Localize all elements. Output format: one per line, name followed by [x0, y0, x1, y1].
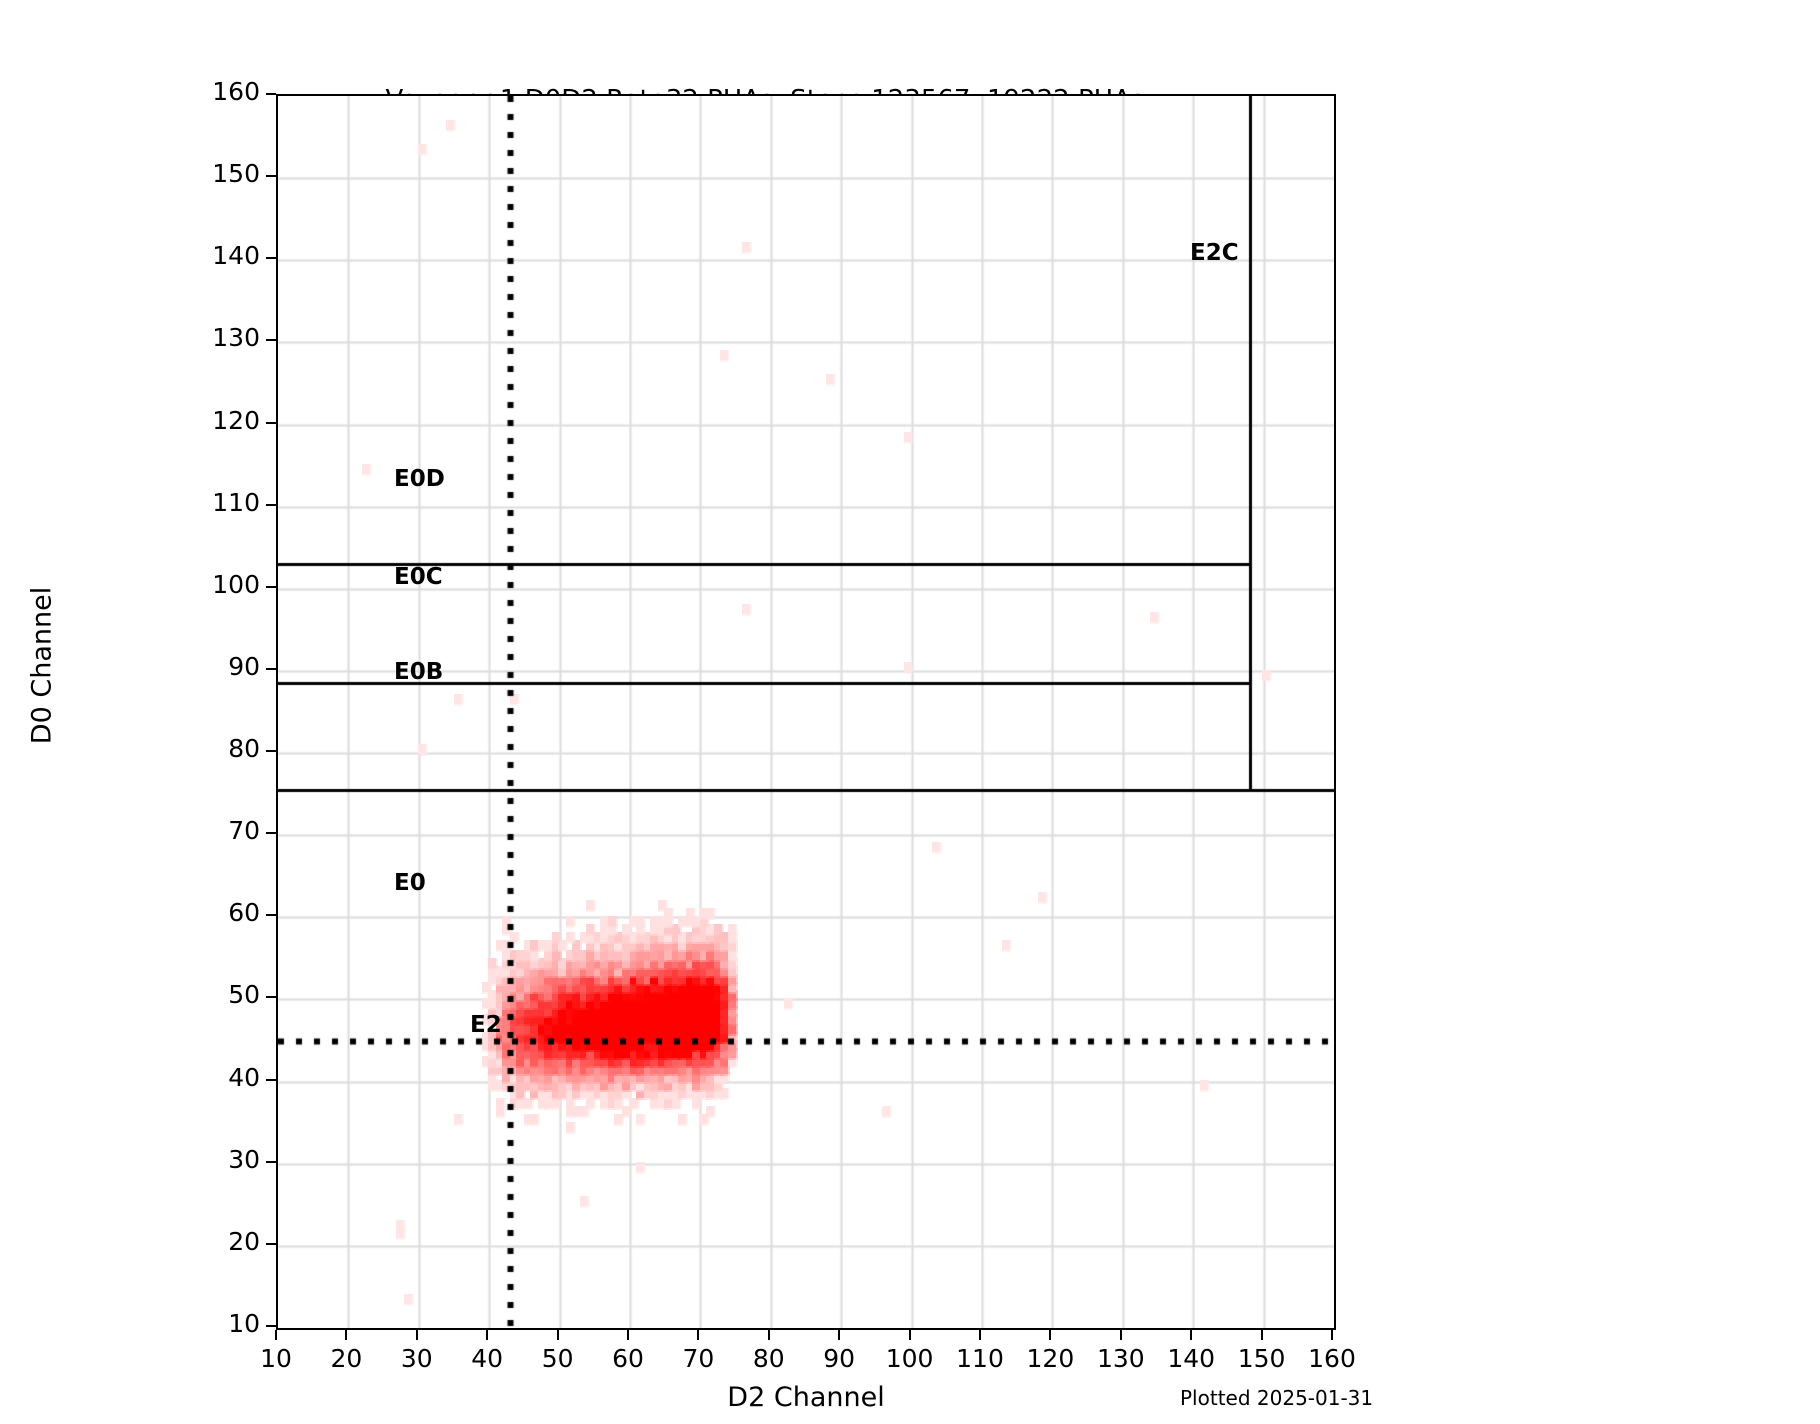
region-label-e2c: E2C [1190, 240, 1239, 266]
y-tick-label: 50 [228, 980, 260, 1010]
y-tick-label: 40 [228, 1062, 260, 1092]
boundary-lines-layer [278, 96, 1334, 1328]
y-tick-label: 10 [228, 1309, 260, 1338]
x-tick-mark [838, 1330, 841, 1340]
y-tick-label: 80 [228, 734, 260, 764]
y-tick-label: 70 [228, 816, 260, 846]
y-tick-label: 120 [212, 405, 260, 435]
x-tick-label: 10 [260, 1344, 292, 1373]
y-tick-mark [266, 257, 276, 260]
y-axis-label: D0 Channel [26, 586, 58, 745]
y-tick-label: 130 [212, 323, 260, 353]
x-tick-label: 40 [471, 1344, 504, 1373]
x-tick-mark [486, 1330, 489, 1340]
y-tick-label: 20 [228, 1226, 260, 1256]
x-tick-label: 50 [541, 1344, 574, 1373]
x-tick-mark [275, 1330, 277, 1340]
y-tick-label: 160 [212, 77, 260, 106]
y-tick-mark [266, 914, 276, 917]
y-tick-label: 110 [212, 487, 260, 517]
x-tick-mark [979, 1330, 981, 1340]
plotted-date-note: Plotted 2025-01-31 [1180, 1386, 1374, 1410]
y-tick-mark [266, 1325, 276, 1327]
x-tick-label: 120 [1026, 1344, 1075, 1373]
y-tick-mark [266, 667, 276, 670]
x-tick-mark [908, 1330, 911, 1340]
x-tick-mark [345, 1330, 348, 1340]
x-tick-label: 90 [823, 1344, 856, 1373]
y-tick-mark [266, 996, 276, 999]
x-tick-mark [1049, 1330, 1052, 1340]
x-tick-mark [697, 1330, 700, 1340]
y-tick-label: 150 [212, 159, 260, 189]
x-tick-label: 70 [682, 1344, 715, 1373]
x-tick-mark [627, 1330, 629, 1340]
x-axis-label: D2 Channel [727, 1382, 885, 1413]
region-label-e0: E0 [394, 870, 426, 896]
x-tick-mark [556, 1330, 559, 1340]
x-tick-label: 160 [1308, 1344, 1356, 1373]
plot-area[interactable] [276, 94, 1336, 1330]
y-tick-mark [266, 93, 276, 95]
x-tick-label-group: 10 20 30 40 50 60 70 80 90 100 110 120 130 140 150 160 [0, 1344, 1820, 1384]
x-tick-label: 30 [400, 1344, 433, 1373]
y-tick-label-group: 10 20 30 40 50 60 70 80 90 100 110 120 130 140 150 160 [180, 0, 260, 1424]
y-tick-mark [266, 339, 276, 342]
region-label-e0b: E0B [394, 659, 444, 685]
y-tick-label: 60 [228, 898, 260, 928]
x-tick-mark [1119, 1330, 1122, 1340]
y-tick-label: 140 [212, 241, 260, 271]
x-tick-label: 20 [330, 1344, 363, 1373]
y-tick-label: 90 [228, 651, 260, 681]
x-tick-mark [1260, 1330, 1263, 1340]
x-tick-mark [415, 1330, 418, 1340]
y-tick-mark [266, 585, 276, 588]
x-tick-label: 150 [1237, 1344, 1286, 1373]
x-tick-label: 100 [885, 1344, 934, 1373]
y-tick-mark [266, 1160, 276, 1163]
y-tick-mark [266, 1242, 276, 1245]
y-tick-mark [266, 1078, 276, 1081]
x-tick-mark [767, 1330, 770, 1340]
x-tick-mark [1331, 1330, 1333, 1340]
region-label-e0d: E0D [394, 466, 445, 492]
region-label-e0c: E0C [394, 564, 443, 590]
y-tick-mark [266, 503, 276, 506]
y-tick-mark [266, 750, 276, 753]
x-tick-label: 130 [1096, 1344, 1145, 1373]
x-tick-mark [1190, 1330, 1193, 1340]
y-tick-mark [266, 832, 276, 835]
y-tick-mark [266, 175, 276, 178]
x-tick-label: 60 [612, 1344, 644, 1373]
y-tick-label: 100 [212, 569, 260, 599]
x-tick-label: 140 [1167, 1344, 1216, 1373]
y-tick-mark [266, 421, 276, 424]
x-tick-label: 80 [752, 1344, 785, 1373]
x-tick-label: 110 [956, 1344, 1004, 1373]
region-label-e2: E2 [470, 1012, 502, 1038]
y-tick-label: 30 [228, 1144, 260, 1174]
